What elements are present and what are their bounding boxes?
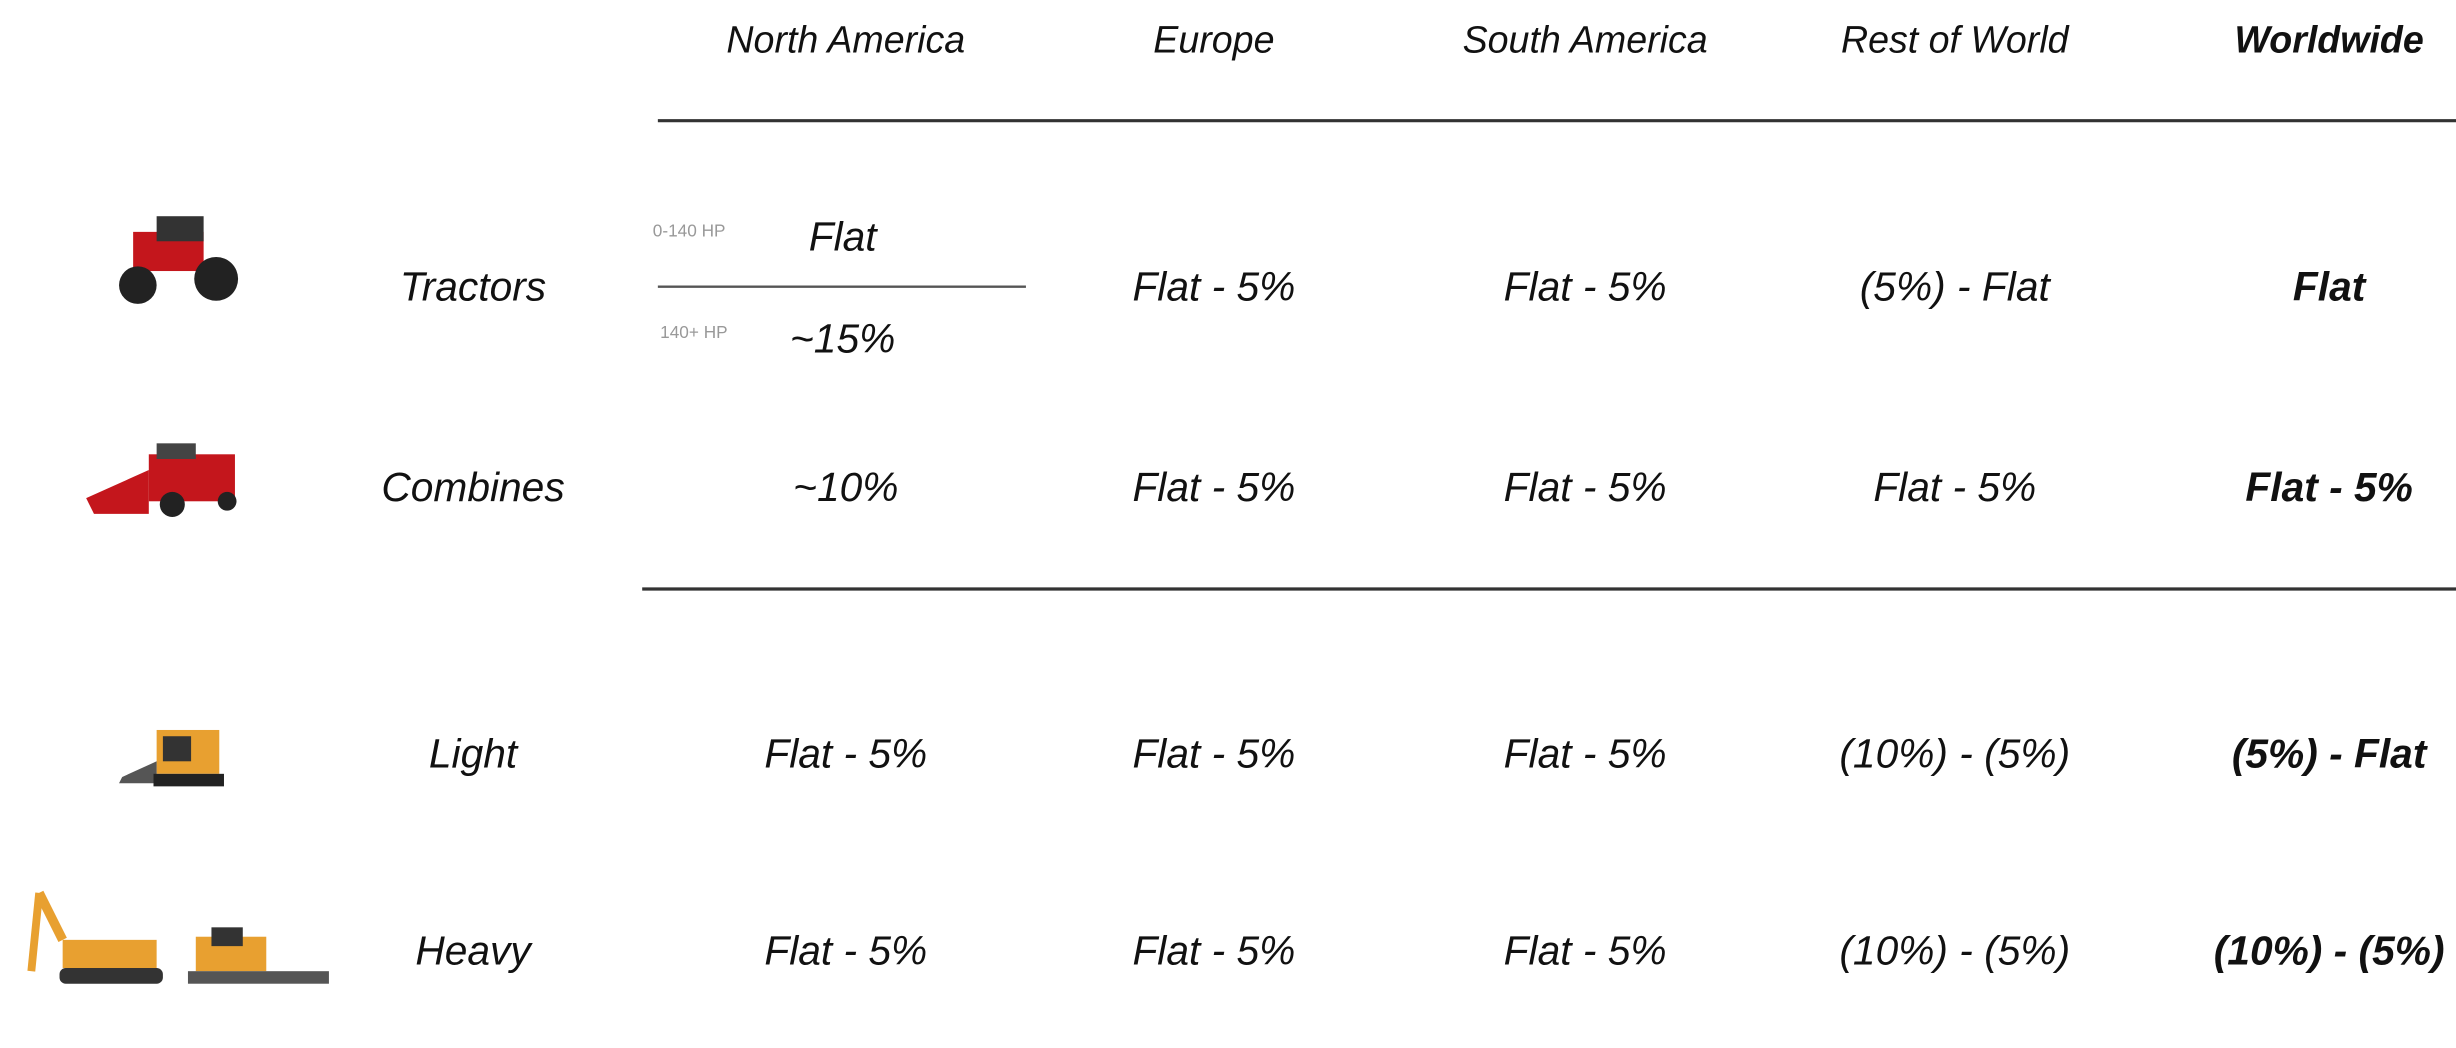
combine-icon (86, 443, 236, 517)
cell-value: Flat - 5% (1504, 928, 1667, 974)
excavator-icon (31, 893, 329, 984)
column-header: Rest of World (1841, 18, 2070, 60)
column-header: North America (726, 18, 965, 60)
cell-value: Flat - 5% (1504, 464, 1667, 510)
cell-value: (5%) - Flat (1860, 264, 2052, 310)
cell-value: Flat (2293, 264, 2367, 310)
cell-value: Flat - 5% (1132, 464, 1295, 510)
comparison-table: North America Europe South America Rest of … (0, 0, 2456, 1048)
segment-value: ~15% (790, 315, 895, 361)
cell-value: Flat - 5% (1132, 264, 1295, 310)
cell-value: (10%) - (5%) (1839, 730, 2070, 776)
cell-value: Flat - 5% (1504, 730, 1667, 776)
tractor-icon (119, 216, 238, 304)
cell-value: Flat - 5% (1873, 464, 2036, 510)
cell-value: (10%) - (5%) (2214, 928, 2445, 974)
cell-value: Flat - 5% (764, 928, 927, 974)
cell-value: (5%) - Flat (2232, 730, 2428, 776)
column-header: Europe (1153, 18, 1274, 60)
column-header: South America (1463, 18, 1708, 60)
cell-value: ~10% (793, 464, 898, 510)
cell-value: Flat - 5% (2245, 464, 2412, 510)
row-label: Tractors (400, 264, 546, 310)
row-label: Combines (381, 464, 564, 510)
cell-value: Flat - 5% (1132, 928, 1295, 974)
segment-value: Flat (809, 213, 879, 259)
segment-label: 140+ HP (660, 322, 728, 342)
column-header: Worldwide (2234, 18, 2423, 60)
skid-steer-icon (119, 730, 224, 786)
cell-value: (10%) - (5%) (1839, 928, 2070, 974)
segment-label: 0-140 HP (653, 220, 726, 240)
row-label: Light (429, 730, 519, 776)
cell-value: Flat - 5% (1132, 730, 1295, 776)
cell-value: Flat - 5% (1504, 264, 1667, 310)
cell-value: Flat - 5% (764, 730, 927, 776)
page: {"table": { "columns": ["North America",… (0, 0, 2456, 1048)
row-label: Heavy (415, 928, 533, 974)
